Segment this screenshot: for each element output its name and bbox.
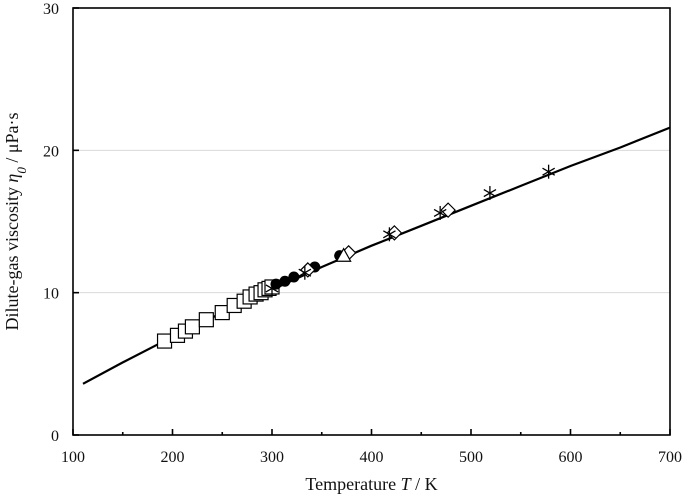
x-tick-label: 600 [559, 449, 583, 466]
axis-ticks: 100 200 300 400 500 600 700 0 10 20 30 [43, 1, 682, 466]
star-marker-stroke [542, 167, 556, 176]
x-axis-title: Temperature T / K [305, 474, 437, 494]
y-axis-title-suffix: / μPa·s [2, 112, 22, 167]
diamond-marker [440, 202, 456, 218]
square-marker [156, 333, 173, 349]
star-marker-stroke [382, 230, 396, 239]
star-marker [298, 265, 312, 280]
star-marker-stroke [433, 208, 447, 218]
y-tick-label: 30 [43, 1, 59, 18]
y-axis-title: Dilute-gas viscosity η0 / μPa·s [2, 112, 29, 330]
data-markers [156, 164, 556, 349]
square-marker [198, 312, 214, 328]
x-tick-label: 300 [260, 449, 284, 466]
star-marker [265, 281, 279, 296]
y-tick-label: 20 [43, 143, 59, 160]
square-marker [184, 319, 200, 335]
y-axis-title-subscript: 0 [14, 167, 29, 174]
y-tick-label: 0 [51, 428, 59, 445]
star-marker [433, 205, 447, 220]
x-axis-title-symbol: T [401, 474, 413, 494]
y-axis-title-symbol: η [2, 174, 22, 183]
star-marker-stroke [265, 284, 279, 293]
x-tick-label: 100 [61, 449, 85, 466]
x-tick-label: 700 [658, 449, 682, 466]
x-axis-title-prefix: Temperature [305, 474, 400, 494]
star-marker [542, 164, 556, 179]
star-marker [382, 227, 396, 242]
x-tick-label: 500 [459, 449, 483, 466]
x-tick-label: 200 [161, 449, 185, 466]
filled-circle-marker [288, 271, 300, 283]
x-tick-label: 400 [360, 449, 384, 466]
filled-circle-marker [270, 278, 282, 290]
plot-frame [72, 7, 671, 436]
y-axis-title-prefix: Dilute-gas viscosity [2, 183, 22, 331]
star-marker-stroke [483, 188, 497, 198]
grid-lines [73, 149, 670, 294]
star-marker-stroke [298, 268, 312, 277]
star-marker [483, 186, 497, 201]
filled-circle-marker [279, 275, 291, 287]
y-tick-label: 10 [43, 286, 59, 303]
x-axis-title-suffix: / K [411, 474, 438, 494]
triangle-marker [335, 247, 352, 262]
